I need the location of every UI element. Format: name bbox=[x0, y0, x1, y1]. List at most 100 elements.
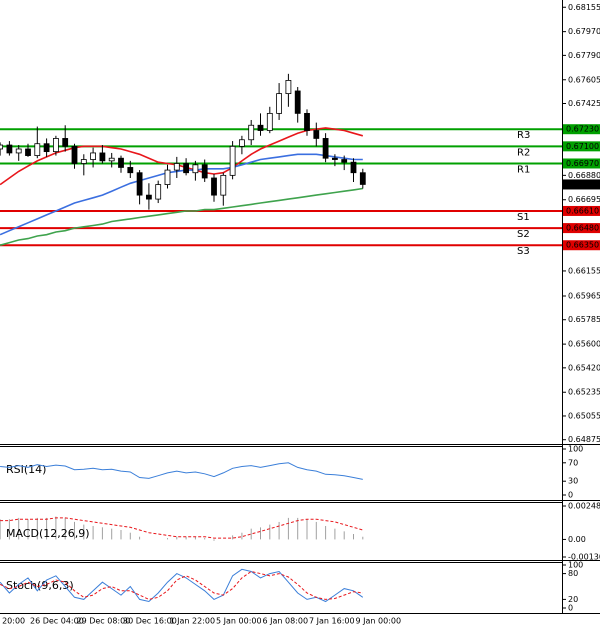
level-price-label: 0.66480 bbox=[566, 224, 599, 233]
level-price-box bbox=[563, 141, 600, 152]
level-name: R2 bbox=[517, 147, 530, 158]
candle-body bbox=[192, 164, 199, 174]
candle-body bbox=[155, 184, 162, 200]
y-tick-label: 0.67605 bbox=[568, 75, 600, 84]
candle-body bbox=[90, 152, 96, 160]
y-tick-label: 0.64875 bbox=[568, 435, 600, 444]
candle-body bbox=[294, 90, 301, 114]
y-tick-label: 0.002484 bbox=[568, 502, 600, 511]
y-tick-label: 0.67425 bbox=[568, 99, 600, 108]
candle-body bbox=[164, 169, 171, 185]
y-tick-label: 100 bbox=[568, 561, 583, 570]
candle-body bbox=[313, 130, 320, 139]
y-tick-label: 0.65055 bbox=[568, 411, 600, 420]
level-price-label: 0.66610 bbox=[566, 206, 599, 215]
level-name: S1 bbox=[517, 212, 530, 223]
y-tick-label: 20 bbox=[568, 595, 578, 604]
candle-body bbox=[341, 159, 348, 163]
level-price-box bbox=[563, 205, 600, 216]
level-price-label: 0.66970 bbox=[566, 159, 599, 168]
indicator-line bbox=[0, 568, 364, 603]
candle-body bbox=[53, 138, 59, 153]
x-tick-label: 20:00 bbox=[2, 617, 25, 626]
candle-body bbox=[211, 177, 217, 196]
moving-average bbox=[0, 187, 363, 246]
candle-body bbox=[350, 161, 357, 174]
candle-body bbox=[220, 174, 227, 196]
y-tick-label: 0.65235 bbox=[568, 388, 600, 397]
candle-body bbox=[43, 143, 50, 153]
candle-body bbox=[136, 172, 143, 196]
y-tick-label: 0.67970 bbox=[568, 27, 600, 36]
level-name: R3 bbox=[517, 130, 530, 141]
frames bbox=[0, 0, 600, 614]
x-tick-label: 6 Jan 08:00 bbox=[263, 617, 309, 626]
y-tick-label: 0 bbox=[568, 604, 573, 613]
signal-line bbox=[0, 517, 363, 539]
candle-body bbox=[304, 112, 310, 131]
candle-body bbox=[322, 138, 329, 159]
candle-body bbox=[71, 145, 78, 164]
y-tick-label: 0.65965 bbox=[568, 291, 600, 300]
level-price-label: 0.66350 bbox=[566, 241, 599, 250]
candle-body bbox=[359, 172, 366, 185]
candle-body bbox=[257, 124, 264, 131]
candle-body bbox=[15, 148, 22, 154]
candle-body bbox=[118, 157, 124, 168]
y-tick-label: 0.65600 bbox=[568, 340, 600, 349]
candle-body bbox=[173, 163, 180, 171]
y-tick-label: 70 bbox=[568, 458, 578, 467]
current-price-label: 0.66811 bbox=[566, 180, 599, 189]
moving-average bbox=[0, 153, 363, 236]
x-tick-label: 1 Jan 22:00 bbox=[170, 617, 216, 626]
y-tick-label: 0.68155 bbox=[568, 3, 600, 12]
y-tick-label: 0.00 bbox=[568, 535, 586, 544]
x-tick-label: 30 Dec 16:00 bbox=[123, 617, 177, 626]
candle-body bbox=[266, 112, 273, 131]
candle-body bbox=[127, 167, 134, 174]
level-price-box bbox=[563, 223, 600, 234]
candle-body bbox=[25, 148, 31, 156]
y-tick-label: 80 bbox=[568, 569, 578, 578]
candle-body bbox=[80, 159, 87, 164]
candle-body bbox=[201, 164, 208, 179]
y-tick-label: 0.66880 bbox=[568, 171, 600, 180]
candle-body bbox=[276, 93, 283, 114]
level-name: R1 bbox=[517, 164, 530, 175]
y-tick-label: 0.66695 bbox=[568, 195, 600, 204]
y-tick-label: 0.65420 bbox=[568, 363, 600, 372]
x-tick-label: 9 Jan 00:00 bbox=[356, 617, 402, 626]
x-tick-label: 7 Jan 16:00 bbox=[309, 617, 355, 626]
level-name: S2 bbox=[517, 229, 530, 240]
x-tick-label: 5 Jan 00:00 bbox=[216, 617, 262, 626]
candle-body bbox=[183, 163, 190, 174]
y-tick-label: 30 bbox=[568, 477, 578, 486]
moving-average bbox=[0, 127, 364, 186]
y-tick-label: 0.66155 bbox=[568, 266, 600, 275]
candle-body bbox=[34, 143, 41, 156]
panel-title: MACD(12,26,9) bbox=[6, 527, 90, 540]
indicator-line bbox=[0, 570, 363, 600]
candle-body bbox=[0, 144, 3, 150]
candle-body bbox=[238, 139, 245, 147]
y-tick-label: 0 bbox=[568, 491, 573, 500]
x-tick-label: 26 Dec 04:00 bbox=[30, 617, 84, 626]
candle-body bbox=[285, 80, 292, 95]
candle-body bbox=[145, 194, 152, 200]
candle-body bbox=[331, 157, 338, 160]
y-tick-label: 0.65785 bbox=[568, 315, 600, 324]
candle-body bbox=[99, 152, 106, 162]
y-tick-label: -0.001306 bbox=[568, 553, 600, 562]
y-tick-label: 0.67790 bbox=[568, 51, 600, 60]
current-price-box bbox=[563, 179, 600, 190]
level-name: S3 bbox=[517, 246, 530, 257]
level-price-box bbox=[563, 124, 600, 135]
y-tick-label: 100 bbox=[568, 445, 583, 454]
candle-body bbox=[108, 157, 115, 162]
candle-body bbox=[62, 138, 69, 147]
candle-body bbox=[248, 124, 255, 141]
x-tick-label: 29 Dec 08:00 bbox=[77, 617, 131, 626]
